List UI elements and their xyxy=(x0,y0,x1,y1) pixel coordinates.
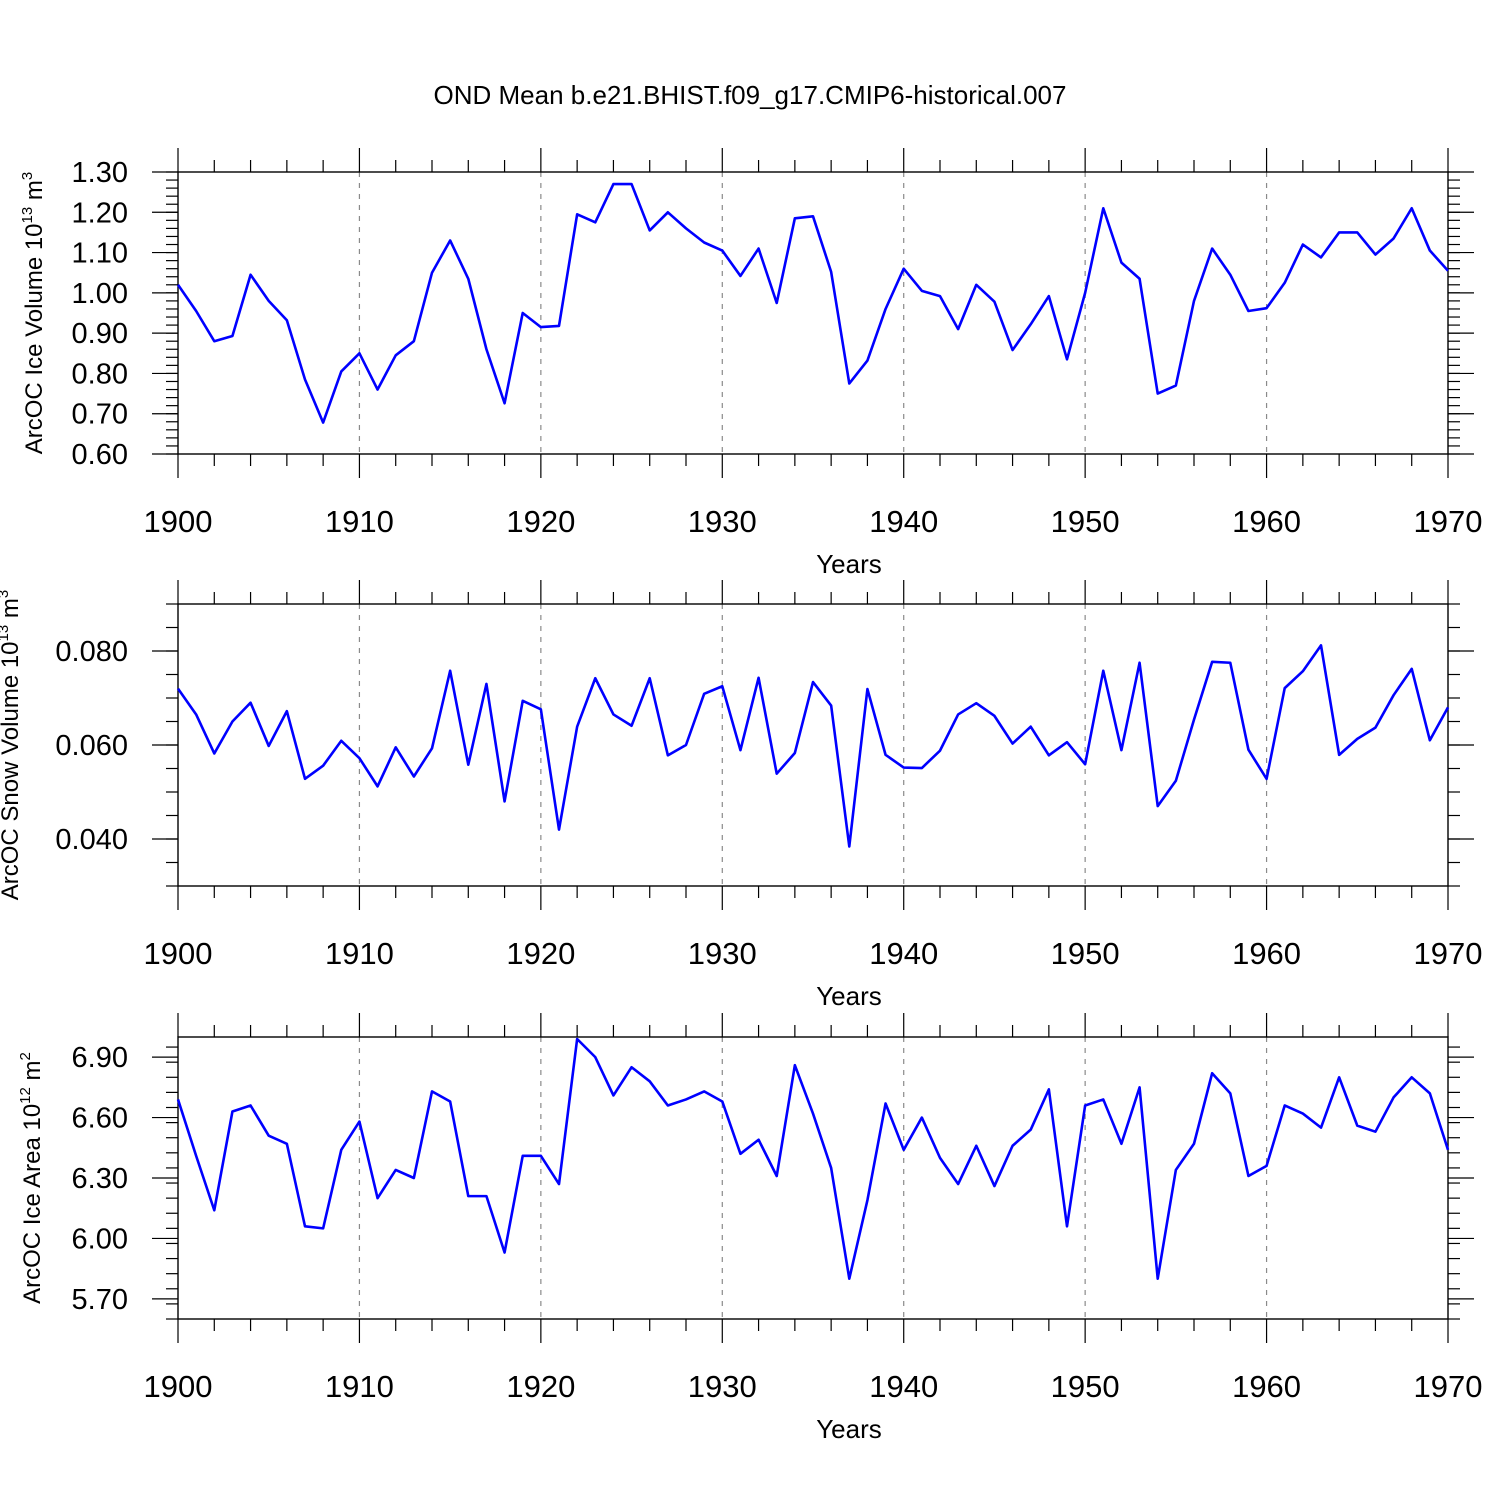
chart-title: OND Mean b.e21.BHIST.f09_g17.CMIP6-histo… xyxy=(434,80,1067,110)
x-tick-label: 1900 xyxy=(144,936,213,971)
x-tick-label: 1910 xyxy=(325,504,394,539)
x-axis-label: Years xyxy=(816,1414,882,1444)
x-tick-label: 1950 xyxy=(1051,936,1120,971)
plot-frame xyxy=(177,1036,1449,1320)
x-tick-label: 1920 xyxy=(506,936,575,971)
y-axis-label-unit: m xyxy=(21,180,48,207)
y-tick-label: 0.80 xyxy=(72,358,128,390)
x-tick-label: 1900 xyxy=(144,1369,213,1404)
x-tick-label: 1960 xyxy=(1232,504,1301,539)
y-tick-label: 0.90 xyxy=(72,318,128,350)
x-tick-label: 1960 xyxy=(1232,936,1301,971)
y-tick-label: 6.90 xyxy=(72,1042,128,1074)
x-tick-label: 1920 xyxy=(506,1369,575,1404)
y-axis-label-unit-exponent: 3 xyxy=(0,590,12,598)
y-tick-label: 6.30 xyxy=(72,1163,128,1195)
plot-frame xyxy=(177,171,1449,455)
x-tick-label: 1940 xyxy=(869,936,938,971)
data-line xyxy=(176,644,1450,848)
x-tick-label: 1950 xyxy=(1051,1369,1120,1404)
panel-ice-area: 1900 1910 1920 1930 1940 1950 1960 1970 Years 5.7… xyxy=(17,1013,1482,1444)
y-axis-label-exponent: 13 xyxy=(19,207,36,224)
y-axis-label-exponent: 12 xyxy=(17,1087,34,1104)
data-line xyxy=(176,1037,1450,1281)
y-axis-label: ArcOC Ice Area 1012 m2 xyxy=(17,1052,46,1304)
y-tick-label: 0.080 xyxy=(55,636,128,668)
y-axis-label-unit: m xyxy=(0,598,24,625)
x-tick-label: 1920 xyxy=(506,504,575,539)
y-tick-label: 0.040 xyxy=(55,824,128,856)
y-tick-label: 0.60 xyxy=(72,439,128,471)
x-tick-label: 1900 xyxy=(144,504,213,539)
y-tick-label: 1.00 xyxy=(72,278,128,310)
x-tick-label: 1940 xyxy=(869,504,938,539)
data-line xyxy=(176,182,1449,424)
y-axis-label-unit-exponent: 3 xyxy=(19,172,36,180)
x-axis-label: Years xyxy=(816,981,882,1011)
panel-ice-volume: 1900 1910 1920 1930 1940 1950 1960 1970 Years 0.6… xyxy=(19,148,1482,579)
y-tick-label: 6.60 xyxy=(72,1103,128,1135)
y-tick-label: 0.70 xyxy=(72,399,128,431)
y-tick-label: 1.30 xyxy=(72,157,128,189)
y-axis-label-main: ArcOC Ice Area 10 xyxy=(19,1104,46,1304)
y-axis-label-main: ArcOC Snow Volume 10 xyxy=(0,641,24,900)
y-axis-label: ArcOC Ice Volume 1013 m3 xyxy=(19,172,48,454)
x-axis-label: Years xyxy=(816,549,882,579)
y-tick-label: 5.70 xyxy=(72,1284,128,1316)
y-axis-label-exponent: 13 xyxy=(0,625,12,642)
y-axis-label-main: ArcOC Ice Volume 10 xyxy=(21,223,48,454)
panel-snow-volume: 1900 1910 1920 1930 1940 1950 1960 1970 Years 0.0… xyxy=(0,580,1482,1011)
x-tick-label: 1960 xyxy=(1232,1369,1301,1404)
x-tick-label: 1930 xyxy=(688,504,757,539)
x-tick-label: 1930 xyxy=(688,936,757,971)
x-tick-label: 1950 xyxy=(1051,504,1120,539)
y-tick-label: 1.10 xyxy=(72,238,128,270)
plot-frame xyxy=(177,603,1449,887)
x-tick-label: 1970 xyxy=(1414,1369,1483,1404)
y-axis-label-unit-exponent: 2 xyxy=(17,1052,34,1060)
y-tick-label: 0.060 xyxy=(55,730,128,762)
y-axis-label: ArcOC Snow Volume 1013 m3 xyxy=(0,590,24,901)
x-tick-label: 1970 xyxy=(1414,936,1483,971)
x-tick-label: 1940 xyxy=(869,1369,938,1404)
x-tick-label: 1910 xyxy=(325,936,394,971)
y-tick-label: 6.00 xyxy=(72,1223,128,1255)
x-tick-label: 1970 xyxy=(1414,504,1483,539)
y-tick-label: 1.20 xyxy=(72,197,128,229)
y-axis-label-unit: m xyxy=(19,1060,46,1087)
x-tick-label: 1910 xyxy=(325,1369,394,1404)
x-tick-label: 1930 xyxy=(688,1369,757,1404)
